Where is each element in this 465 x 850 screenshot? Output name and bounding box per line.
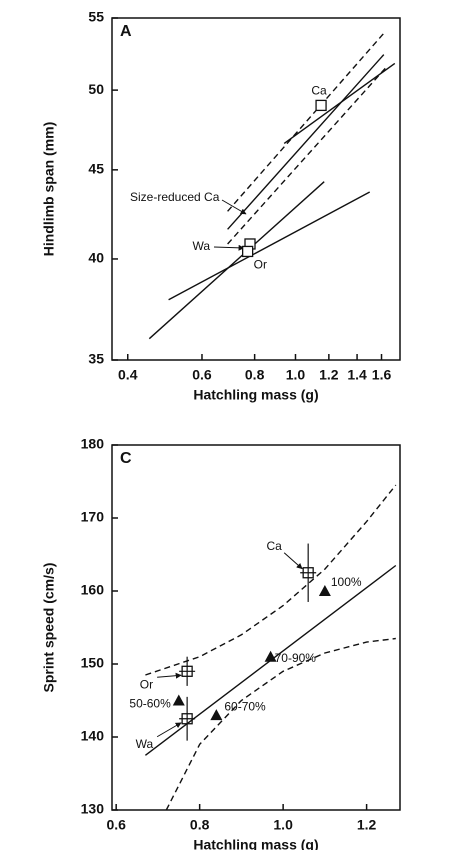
square-marker (315, 99, 327, 112)
regression-line (148, 181, 325, 340)
x-tick-label: 0.8 (245, 367, 265, 383)
regression-line (227, 54, 385, 230)
regression-line (168, 191, 371, 301)
annotation: Size-reduced Ca (130, 190, 220, 204)
square-marker (302, 567, 314, 579)
annotation-arrow (221, 199, 247, 215)
point-label: Wa (192, 239, 210, 253)
square-marker (241, 245, 254, 258)
point-label: Ca (311, 84, 327, 98)
x-tick-label: 1.4 (347, 367, 367, 383)
panel-label: C (120, 450, 132, 467)
label-arrow (213, 244, 245, 251)
confidence-line (227, 65, 388, 245)
y-tick-label: 150 (81, 655, 105, 671)
x-tick-label: 0.6 (106, 817, 126, 833)
point-label: Ca (267, 539, 283, 553)
confidence-line (165, 637, 396, 811)
label-arrow (283, 552, 303, 570)
y-tick-label: 130 (81, 801, 105, 817)
y-tick-label: 50 (88, 81, 104, 97)
panel-label: A (120, 23, 132, 40)
y-tick-label: 180 (81, 436, 105, 452)
x-axis-title: Hatchling mass (g) (193, 387, 318, 403)
x-tick-label: 0.8 (190, 817, 210, 833)
x-tick-label: 1.6 (372, 367, 392, 383)
point-label: Or (140, 677, 153, 691)
x-tick-label: 1.0 (273, 817, 293, 833)
label-arrow (157, 672, 182, 679)
square-marker (181, 665, 193, 677)
y-tick-label: 45 (88, 161, 104, 177)
x-tick-label: 1.0 (286, 367, 306, 383)
point-label: Or (254, 258, 267, 272)
y-tick-label: 170 (81, 509, 105, 525)
x-tick-label: 0.6 (192, 367, 212, 383)
x-tick-label: 1.2 (357, 817, 377, 833)
square-marker (181, 713, 193, 725)
plot-frame (111, 17, 401, 361)
point-label: Wa (136, 737, 154, 751)
y-tick-label: 55 (88, 9, 104, 25)
y-axis-title: Hindlimb span (mm) (41, 122, 57, 257)
triangle-marker (172, 694, 185, 706)
x-tick-label: 0.4 (118, 367, 138, 383)
x-tick-label: 1.2 (319, 367, 339, 383)
point-label: 70-90% (275, 651, 317, 665)
y-axis-title: Sprint speed (cm/s) (41, 563, 57, 693)
x-axis-title: Hatchling mass (g) (193, 837, 318, 850)
plot-frame (111, 444, 401, 811)
point-label: 100% (331, 575, 362, 589)
point-label: 60-70% (224, 699, 266, 713)
y-tick-label: 35 (88, 351, 104, 367)
triangle-marker (318, 585, 331, 596)
confidence-line (145, 484, 397, 676)
triangle-marker (210, 709, 223, 721)
y-tick-label: 40 (88, 250, 104, 266)
triangle-marker (264, 650, 277, 662)
point-label: 50-60% (129, 697, 171, 711)
y-tick-label: 140 (81, 728, 105, 744)
y-tick-label: 160 (81, 582, 105, 598)
label-arrow (156, 722, 182, 738)
confidence-line (227, 32, 385, 212)
